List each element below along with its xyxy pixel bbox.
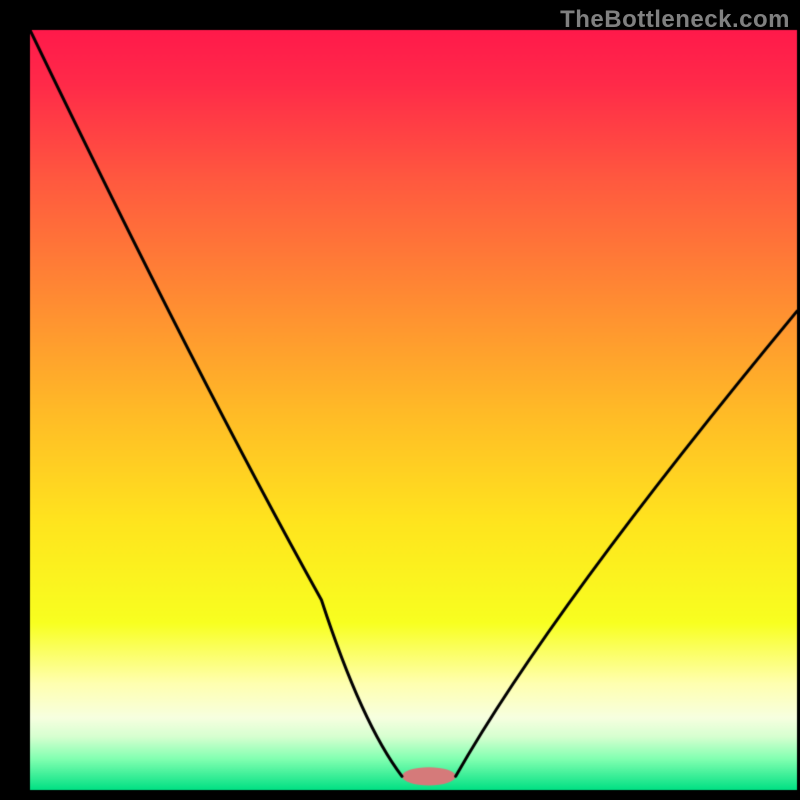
watermark-text: TheBottleneck.com [560, 6, 790, 34]
bottleneck-chart-canvas [0, 0, 800, 800]
